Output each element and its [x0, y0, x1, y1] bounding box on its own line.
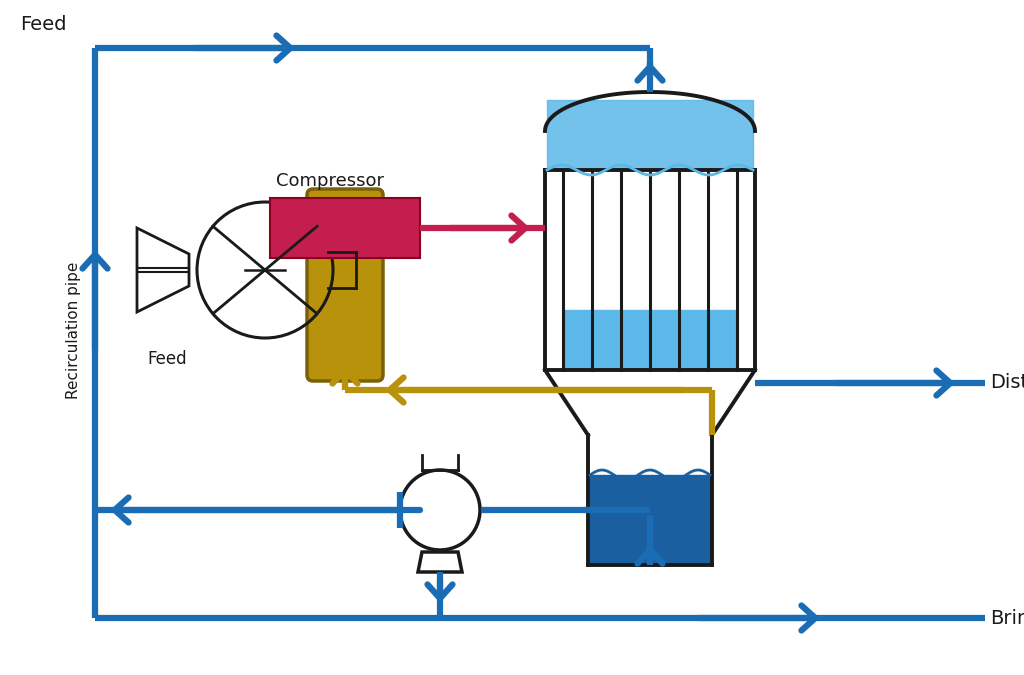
Text: Compressor: Compressor — [276, 172, 384, 190]
Text: Recirculation pipe: Recirculation pipe — [66, 261, 81, 399]
Circle shape — [400, 470, 480, 550]
Text: Feed: Feed — [147, 350, 186, 368]
Text: Distillate: Distillate — [990, 373, 1024, 392]
Polygon shape — [137, 228, 189, 312]
FancyBboxPatch shape — [307, 189, 383, 381]
Text: Brine: Brine — [990, 608, 1024, 628]
Text: Feed: Feed — [20, 15, 67, 34]
Bar — [270, 198, 420, 258]
